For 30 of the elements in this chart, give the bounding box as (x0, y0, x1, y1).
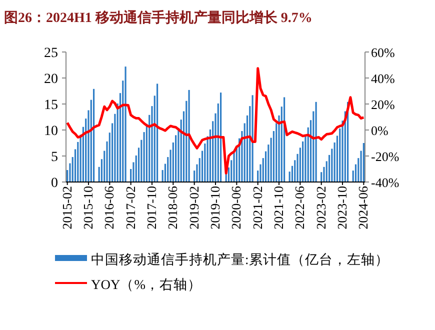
legend-label: YOY（%，右轴） (91, 277, 202, 292)
x-tick-label: 2020-06 (228, 186, 244, 230)
chart-title: 图26：2024H1 移动通信手持机产量同比增长 9.7% (4, 9, 312, 26)
x-tick-label: 2024-06 (356, 186, 371, 230)
y2-tick-label: 20% (371, 97, 395, 112)
y-tick-label: 25 (44, 46, 58, 61)
y-tick-label: 10 (44, 124, 58, 139)
x-tick-label: 2022-06 (292, 186, 308, 230)
y2-tick-label: 0% (371, 123, 388, 138)
x-tick-label: 2021-10 (271, 186, 286, 230)
y2-tick-label: 40% (371, 71, 395, 86)
y-tick-label: 5 (51, 150, 58, 165)
x-tick-label: 2023-02 (313, 186, 328, 230)
y2-tick-label: -40% (371, 175, 400, 190)
legend-label: 中国移动通信手持机产量:累计值（亿台，左轴） (91, 252, 389, 267)
y2-tick-label: -20% (371, 149, 400, 164)
y-tick-label: 20 (44, 72, 58, 87)
x-tick-label: 2017-10 (144, 186, 159, 230)
y2-tick-label: 60% (371, 45, 395, 60)
x-tick-label: 2015-10 (80, 186, 96, 230)
y-tick-label: 15 (44, 98, 58, 113)
x-tick-label: 2019-02 (186, 186, 202, 230)
y-tick-label: 0 (51, 176, 58, 191)
x-tick-label: 2021-02 (250, 186, 265, 230)
x-tick-label: 2023-10 (334, 186, 350, 230)
x-tick-label: 2017-02 (122, 186, 138, 230)
x-tick-label: 2016-06 (102, 186, 117, 230)
x-tick-label: 2018-06 (165, 186, 180, 230)
x-tick-label: 2015-02 (59, 186, 74, 230)
x-tick-label: 2019-10 (208, 186, 222, 230)
